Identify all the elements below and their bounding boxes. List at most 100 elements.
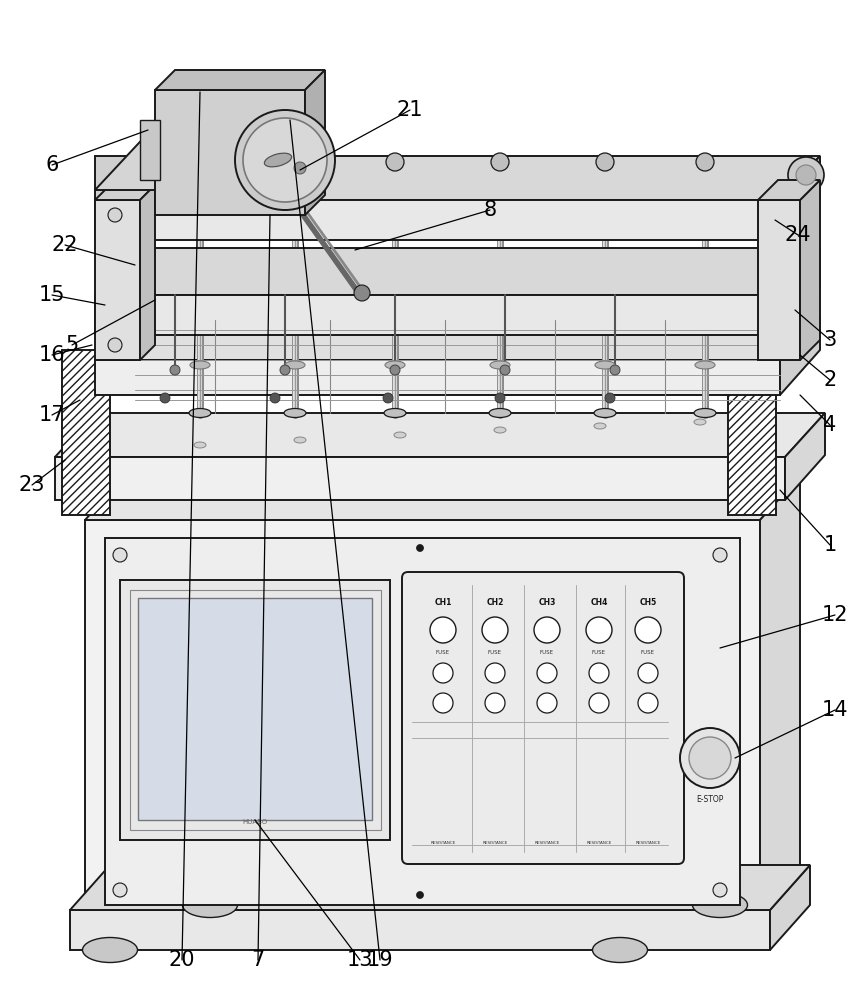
- Circle shape: [482, 617, 508, 643]
- Ellipse shape: [284, 408, 306, 418]
- FancyBboxPatch shape: [62, 350, 110, 515]
- Circle shape: [491, 153, 509, 171]
- Text: FUSE: FUSE: [641, 650, 655, 655]
- Text: FUSE: FUSE: [488, 650, 502, 655]
- Polygon shape: [95, 200, 140, 360]
- Circle shape: [191, 153, 209, 171]
- Text: 17: 17: [39, 405, 65, 425]
- Circle shape: [383, 393, 393, 403]
- Text: RESISTANCE: RESISTANCE: [534, 841, 560, 845]
- Ellipse shape: [694, 408, 716, 418]
- Text: 21: 21: [396, 100, 423, 120]
- Circle shape: [485, 693, 505, 713]
- Text: 22: 22: [51, 235, 78, 255]
- Ellipse shape: [490, 361, 510, 369]
- FancyBboxPatch shape: [402, 572, 684, 864]
- Text: 4: 4: [823, 415, 836, 435]
- Circle shape: [286, 153, 304, 171]
- Circle shape: [386, 153, 404, 171]
- Ellipse shape: [693, 892, 747, 918]
- Polygon shape: [70, 865, 810, 910]
- Text: RESISTANCE: RESISTANCE: [431, 841, 455, 845]
- Circle shape: [589, 663, 609, 683]
- Circle shape: [534, 617, 560, 643]
- Polygon shape: [95, 295, 780, 335]
- Circle shape: [417, 544, 424, 552]
- Ellipse shape: [265, 153, 292, 167]
- Circle shape: [280, 365, 290, 375]
- Polygon shape: [70, 910, 770, 950]
- Circle shape: [108, 208, 122, 222]
- Polygon shape: [95, 360, 780, 395]
- Circle shape: [713, 883, 727, 897]
- Circle shape: [235, 110, 335, 210]
- Ellipse shape: [694, 419, 706, 425]
- Circle shape: [500, 365, 510, 375]
- Circle shape: [610, 365, 620, 375]
- Polygon shape: [758, 180, 820, 200]
- Ellipse shape: [189, 408, 211, 418]
- Ellipse shape: [384, 408, 406, 418]
- Circle shape: [796, 165, 816, 185]
- Text: 7: 7: [252, 950, 265, 970]
- Circle shape: [160, 393, 170, 403]
- Ellipse shape: [194, 442, 206, 448]
- Polygon shape: [155, 70, 325, 90]
- Ellipse shape: [489, 408, 511, 418]
- Polygon shape: [55, 413, 825, 457]
- Circle shape: [680, 728, 740, 788]
- Polygon shape: [140, 185, 155, 360]
- Polygon shape: [95, 156, 820, 200]
- Text: 1: 1: [823, 535, 836, 555]
- Circle shape: [495, 393, 505, 403]
- Text: RESISTANCE: RESISTANCE: [635, 841, 661, 845]
- Text: 5: 5: [65, 335, 79, 355]
- Text: 20: 20: [169, 950, 195, 970]
- Polygon shape: [95, 115, 230, 190]
- Polygon shape: [155, 90, 305, 215]
- Circle shape: [689, 737, 731, 779]
- Circle shape: [417, 892, 424, 898]
- Polygon shape: [770, 865, 810, 950]
- Circle shape: [713, 548, 727, 562]
- Polygon shape: [55, 457, 785, 500]
- Polygon shape: [780, 315, 820, 395]
- Circle shape: [596, 153, 614, 171]
- Polygon shape: [95, 248, 820, 295]
- Ellipse shape: [594, 423, 606, 429]
- Text: RESISTANCE: RESISTANCE: [482, 841, 508, 845]
- Circle shape: [788, 157, 824, 193]
- Polygon shape: [120, 580, 390, 840]
- Polygon shape: [95, 200, 780, 240]
- Circle shape: [108, 338, 122, 352]
- Text: CH1: CH1: [434, 598, 452, 607]
- Polygon shape: [305, 70, 325, 215]
- Polygon shape: [140, 120, 160, 180]
- Polygon shape: [95, 156, 135, 200]
- Circle shape: [605, 393, 615, 403]
- Polygon shape: [85, 520, 760, 935]
- Polygon shape: [95, 185, 155, 200]
- Polygon shape: [85, 476, 800, 520]
- Ellipse shape: [385, 361, 405, 369]
- Text: HUABO: HUABO: [242, 819, 268, 825]
- Polygon shape: [105, 538, 740, 905]
- Polygon shape: [780, 156, 820, 240]
- Text: 8: 8: [484, 200, 496, 220]
- Ellipse shape: [695, 361, 715, 369]
- Text: CH2: CH2: [486, 598, 503, 607]
- Text: RESISTANCE: RESISTANCE: [586, 841, 612, 845]
- Circle shape: [170, 365, 180, 375]
- Polygon shape: [785, 413, 825, 500]
- Polygon shape: [138, 598, 372, 820]
- Text: 14: 14: [822, 700, 848, 720]
- Polygon shape: [95, 315, 820, 360]
- Text: 13: 13: [347, 950, 373, 970]
- Text: FUSE: FUSE: [436, 650, 450, 655]
- Circle shape: [390, 365, 400, 375]
- Circle shape: [433, 693, 453, 713]
- Text: CH4: CH4: [591, 598, 608, 607]
- Circle shape: [270, 393, 280, 403]
- Ellipse shape: [592, 938, 647, 962]
- Circle shape: [433, 663, 453, 683]
